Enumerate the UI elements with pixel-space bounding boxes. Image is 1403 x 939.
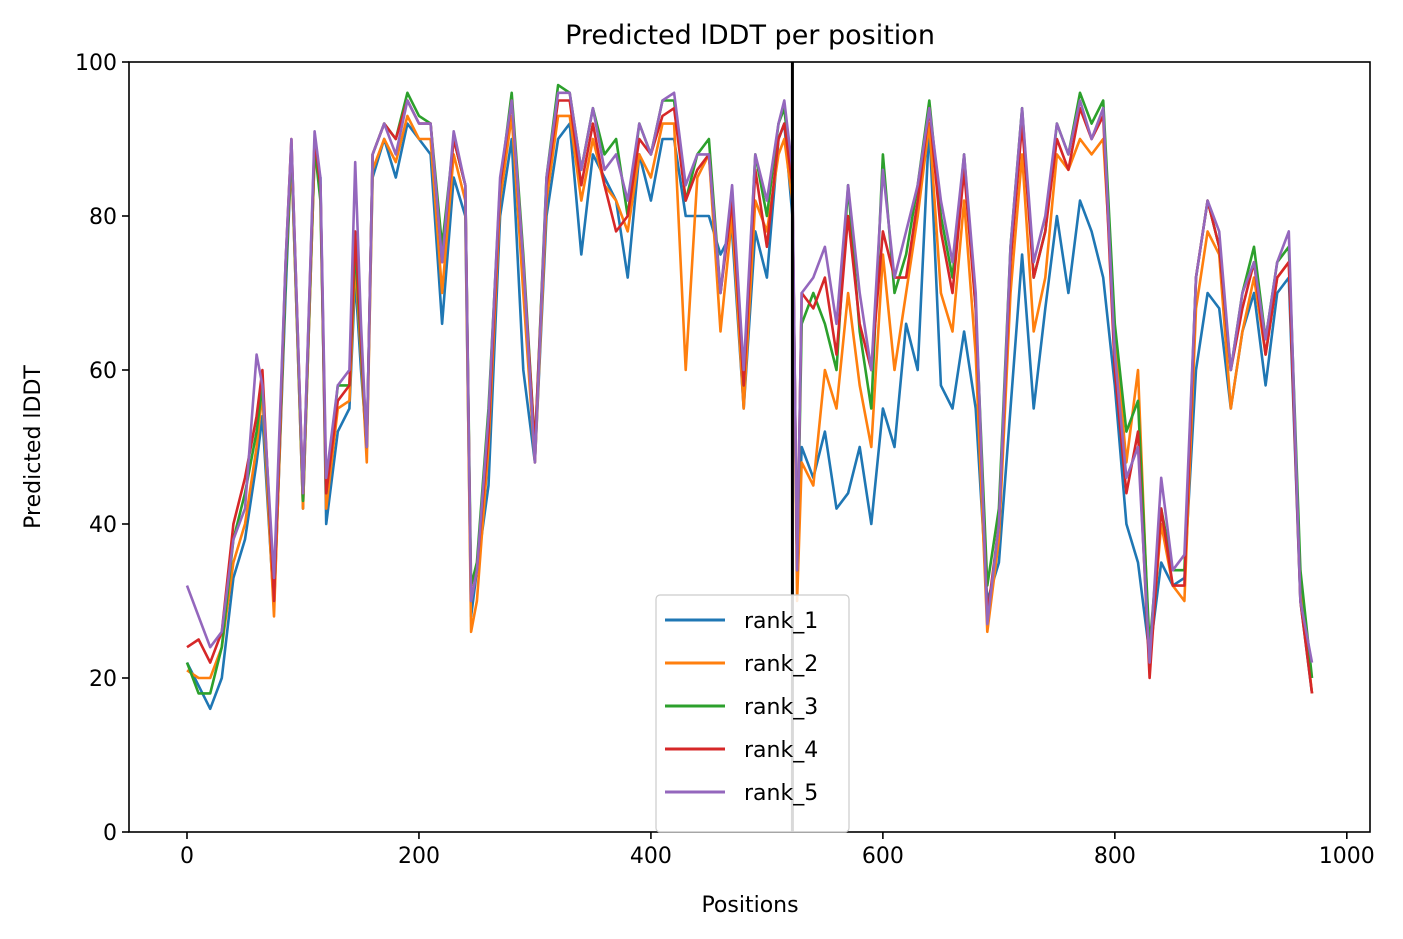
plot-lines xyxy=(185,62,1314,832)
x-axis-ticks: 0 200 400 600 800 1000 xyxy=(180,832,1375,869)
legend-label: rank_3 xyxy=(744,695,818,720)
y-axis-title: Predicted lDDT xyxy=(21,365,46,529)
x-tick-label: 800 xyxy=(1094,844,1136,869)
x-axis-title: Positions xyxy=(701,893,798,918)
y-tick-label: 100 xyxy=(75,51,117,76)
legend-label: rank_2 xyxy=(744,652,818,677)
legend-box xyxy=(655,594,850,833)
x-tick-label: 400 xyxy=(630,844,672,869)
legend-label: rank_1 xyxy=(744,609,818,634)
x-tick-label: 1000 xyxy=(1319,844,1375,869)
legend: rank_1 rank_2 rank_3 rank_4 rank_5 xyxy=(655,594,850,833)
y-tick-label: 80 xyxy=(89,205,117,230)
y-tick-label: 0 xyxy=(103,821,117,846)
y-tick-label: 40 xyxy=(89,513,117,538)
x-tick-label: 200 xyxy=(398,844,440,869)
legend-label: rank_5 xyxy=(744,781,818,806)
x-tick-label: 0 xyxy=(180,844,194,869)
y-axis-ticks: 0 20 40 60 80 100 xyxy=(75,51,129,846)
legend-label: rank_4 xyxy=(744,738,818,763)
y-tick-label: 60 xyxy=(89,359,117,384)
y-tick-label: 20 xyxy=(89,667,117,692)
chart-title: Predicted lDDT per position xyxy=(565,20,935,51)
x-tick-label: 600 xyxy=(862,844,904,869)
series-line-rank_5 xyxy=(185,91,1314,664)
